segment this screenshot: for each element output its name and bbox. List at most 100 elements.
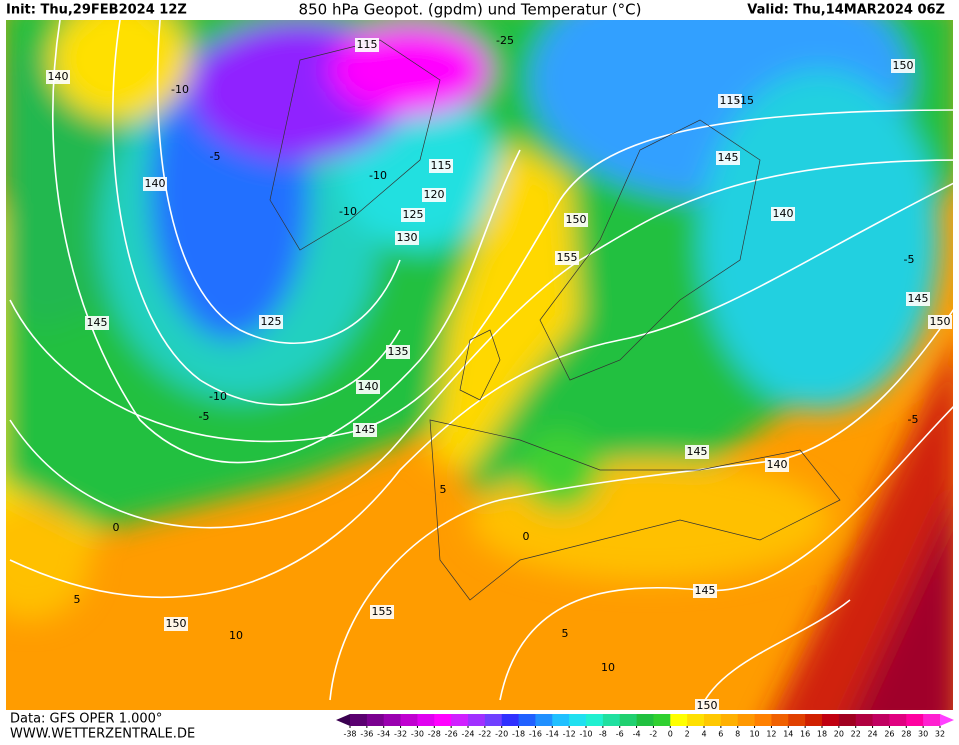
- colorbar-label: 18: [817, 730, 827, 739]
- colorbar-swatch: [484, 714, 503, 726]
- geopotential-label: 125: [261, 315, 282, 328]
- colorbar-swatch: [704, 714, 722, 726]
- temperature-label: 5: [440, 483, 447, 496]
- colorbar-swatch: [906, 714, 924, 726]
- colorbar-swatch: [350, 714, 368, 726]
- colorbar-swatch: [602, 714, 621, 726]
- label-box: [259, 315, 283, 329]
- geopotential-label: 115: [431, 159, 452, 172]
- colorbar-label: -8: [599, 730, 607, 739]
- geopotential-contours: [9, 20, 953, 710]
- temperature-label: 5: [562, 627, 569, 640]
- temperature-label: -15: [736, 94, 754, 107]
- colorbar-swatch: [569, 714, 587, 726]
- colorbar-label: -14: [546, 730, 559, 739]
- label-box: [718, 94, 742, 108]
- map-title: 850 hPa Geopot. (gpdm) und Temperatur (°…: [299, 1, 642, 19]
- colorbar-swatch: [552, 714, 570, 726]
- colorbar-swatch: [400, 714, 418, 726]
- geopotential-label: 150: [893, 59, 914, 72]
- colorbar-label: 14: [783, 730, 793, 739]
- label-box: [355, 38, 379, 52]
- colorbar-label: 26: [884, 730, 894, 739]
- label-box: [555, 251, 579, 265]
- temperature-label: -10: [209, 390, 227, 403]
- website: WWW.WETTERZENTRALE.DE: [10, 727, 195, 742]
- colorbar-label: -36: [360, 730, 373, 739]
- colorbar-swatch: [855, 714, 874, 726]
- colorbar-label: -10: [579, 730, 592, 739]
- colorbar-swatch: [653, 714, 671, 726]
- geopotential-label: 155: [557, 251, 578, 264]
- colorbar-label: -2: [649, 730, 657, 739]
- colorbar-label: 30: [918, 730, 928, 739]
- label-box: [353, 423, 377, 437]
- label-box: [716, 151, 740, 165]
- colorbar-label: -4: [633, 730, 641, 739]
- colorbar-swatch: [417, 714, 435, 726]
- colorbar-swatch: [805, 714, 823, 726]
- colorbar-label: 24: [867, 730, 877, 739]
- geopotential-label: 130: [397, 231, 418, 244]
- colorbar-swatch: [501, 714, 520, 726]
- colorbar-swatch: [636, 714, 654, 726]
- colorbar-swatch: [366, 714, 385, 726]
- colorbar-label: 6: [718, 730, 723, 739]
- temperature-label: -5: [908, 413, 919, 426]
- colorbar: -38 -36 -34 -32 -30 -28 -26 -24 -22 -20 -18 -16 -14-…: [336, 714, 954, 739]
- colorbar-label: 28: [901, 730, 911, 739]
- label-box: [429, 159, 453, 173]
- colorbar-swatch: [737, 714, 756, 726]
- label-box: [143, 177, 167, 191]
- colorbar-label: 12: [766, 730, 776, 739]
- data-source: Data: GFS OPER 1.000°: [10, 712, 162, 727]
- colorbar-swatch: [535, 714, 553, 726]
- colorbar-label: -32: [394, 730, 407, 739]
- geopotential-label: 135: [388, 345, 409, 358]
- label-box: [765, 458, 789, 472]
- temperature-label: -10: [339, 205, 357, 218]
- geopotential-label: 115: [357, 38, 378, 51]
- temperature-label: -5: [199, 410, 210, 423]
- geopotential-label: 145: [687, 445, 708, 458]
- temperature-label: -5: [904, 253, 915, 266]
- label-box: [693, 584, 717, 598]
- colorbar-label: 32: [935, 730, 945, 739]
- temperature-label: -10: [369, 169, 387, 182]
- colorbar-swatch: [788, 714, 806, 726]
- colorbar-label: -28: [428, 730, 441, 739]
- valid-time: Valid: Thu,14MAR2024 06Z: [747, 3, 945, 18]
- colorbar-swatch: [822, 714, 840, 726]
- colorbar-label: -20: [495, 730, 508, 739]
- label-box: [906, 292, 930, 306]
- colorbar-swatch: [771, 714, 789, 726]
- geopotential-label: 140: [145, 177, 166, 190]
- colorbar-label: 4: [701, 730, 706, 739]
- geopotential-label: 150: [166, 617, 187, 630]
- colorbar-label: -16: [529, 730, 542, 739]
- label-box: [695, 699, 719, 713]
- colorbar-swatch: [518, 714, 536, 726]
- colorbar-label: -6: [616, 730, 624, 739]
- geopotential-label: 140: [773, 207, 794, 220]
- colorbar-label: -22: [478, 730, 491, 739]
- geopotential-label: 145: [695, 584, 716, 597]
- colorbar-swatch: [889, 714, 907, 726]
- colorbar-label: -18: [512, 730, 525, 739]
- temperature-label: 10: [601, 661, 615, 674]
- colorbar-label: 2: [685, 730, 690, 739]
- colorbar-swatch: [720, 714, 739, 726]
- temperature-label: 0: [113, 521, 120, 534]
- geopotential-label: 145: [87, 316, 108, 329]
- label-box: [356, 380, 380, 394]
- geopotential-label: 150: [566, 213, 587, 226]
- label-box: [395, 231, 419, 245]
- label-box: [46, 70, 70, 84]
- colorbar-swatch: [434, 714, 452, 726]
- geopotential-label: 145: [355, 423, 376, 436]
- label-box: [891, 59, 915, 73]
- colorbar-label: 20: [834, 730, 844, 739]
- colorbar-swatch: [451, 714, 469, 726]
